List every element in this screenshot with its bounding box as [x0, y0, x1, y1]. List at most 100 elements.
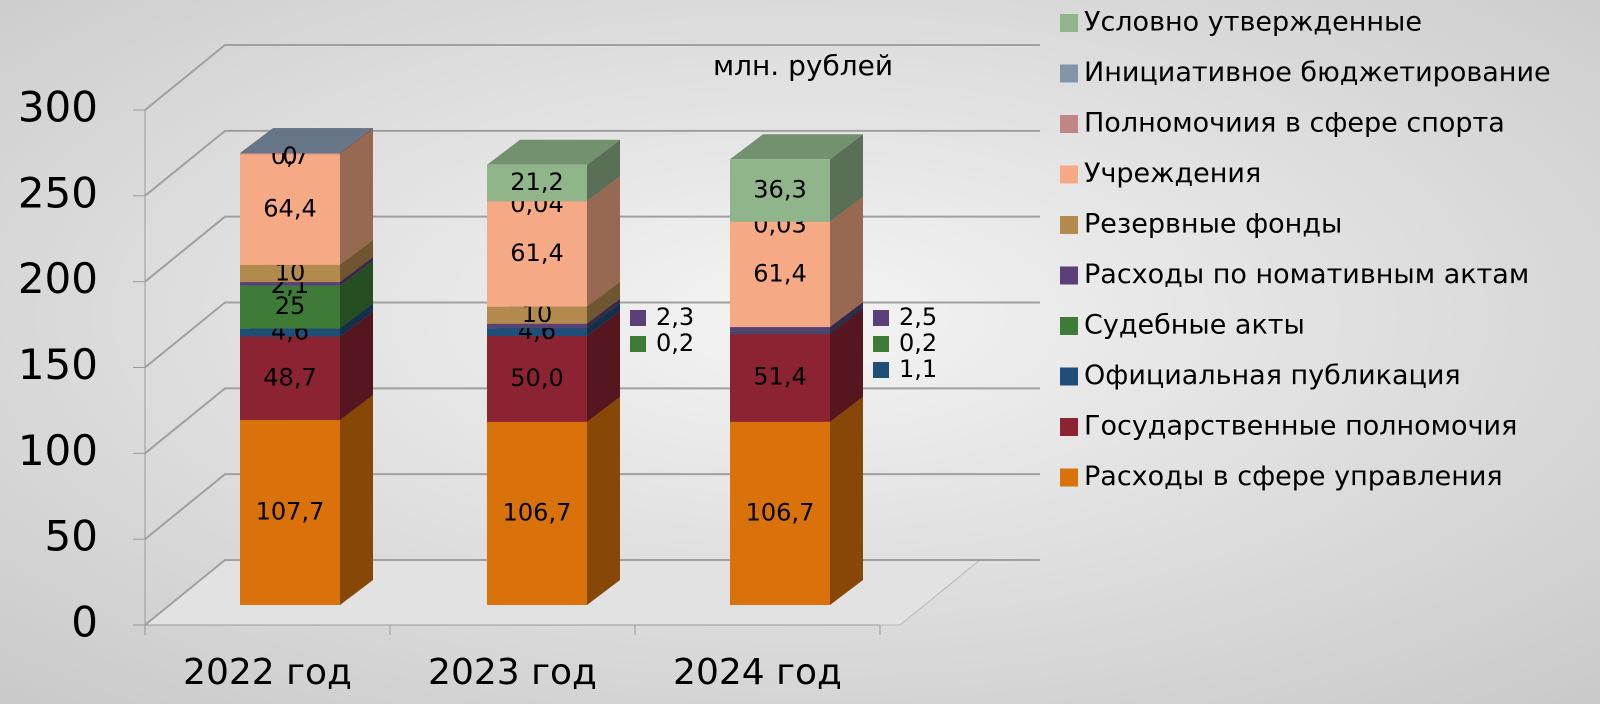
bar-segment	[240, 282, 340, 286]
bar-segment	[240, 328, 340, 337]
grid-line	[144, 44, 1040, 111]
legend-swatch	[1060, 14, 1078, 32]
legend-swatch	[1060, 266, 1078, 285]
bar-side	[587, 396, 620, 605]
bar-segment	[730, 421, 830, 605]
bar-segment	[730, 159, 830, 222]
legend-label: Учреждения	[1084, 158, 1261, 189]
legend-label: Официальная публикация	[1084, 360, 1461, 391]
data-label: 25	[275, 292, 306, 320]
bar-segment	[487, 323, 587, 328]
bar-side	[830, 302, 863, 332]
legend-label: Условно утвержденные	[1084, 7, 1422, 38]
data-label: 106,7	[503, 498, 572, 526]
data-label: 107,7	[256, 498, 325, 526]
bar-segment	[487, 328, 587, 336]
data-label: 106,7	[746, 498, 815, 526]
legend-label: Судебные акты	[1084, 310, 1305, 341]
legend-swatch	[1060, 317, 1078, 335]
legend-label: Расходы в сфере управления	[1084, 461, 1503, 492]
data-label-key	[873, 336, 889, 352]
bar-side	[587, 176, 620, 307]
bar-segment	[487, 421, 587, 605]
bar-side	[340, 260, 373, 329]
legend-swatch	[1060, 216, 1078, 234]
bar-side	[587, 176, 620, 202]
bar-side	[830, 396, 863, 605]
data-label-key	[630, 336, 646, 352]
data-label: 21,2	[510, 168, 563, 196]
bar-side	[587, 281, 620, 324]
legend-label: Полномочиия в сфере спорта	[1084, 108, 1505, 139]
bar-segment	[487, 306, 587, 324]
legend-label: Резервные фонды	[1084, 209, 1342, 240]
data-label: 0,2	[899, 329, 937, 357]
y-tick-label: 200	[18, 254, 98, 303]
bar-segment	[487, 335, 587, 422]
y-tick-label: 150	[18, 340, 98, 389]
unit-annotation: млн. рублей	[713, 49, 893, 82]
bar-side	[830, 306, 863, 332]
data-label: 61,4	[510, 239, 563, 267]
bar-segment	[240, 285, 340, 329]
bar-side	[587, 310, 620, 422]
bar-segment	[240, 264, 340, 283]
data-label: 0,2	[656, 329, 694, 357]
data-label-key	[873, 310, 889, 326]
bar-segment	[730, 327, 830, 332]
y-tick-label: 250	[18, 168, 98, 217]
y-tick-label: 0	[71, 598, 98, 647]
bar-side	[830, 134, 863, 222]
bar-side	[340, 257, 373, 286]
data-label: 61,4	[753, 259, 806, 287]
bar-side	[587, 298, 620, 328]
legend-swatch	[1060, 367, 1078, 386]
legend-label: Расходы по номативным актам	[1084, 259, 1529, 290]
legend-swatch	[1060, 115, 1078, 133]
bar-side	[830, 196, 863, 222]
y-tick-label: 300	[18, 83, 98, 132]
bar-side	[830, 196, 863, 328]
bar-top	[730, 134, 863, 160]
bar-segment	[240, 153, 340, 155]
bar-segment	[730, 333, 830, 422]
bar-side	[587, 139, 620, 202]
bar-side	[830, 308, 863, 422]
data-label: 48,7	[263, 363, 316, 391]
legend-swatch	[1060, 165, 1078, 184]
bar-segment	[487, 164, 587, 202]
data-label: 51,4	[753, 363, 806, 391]
data-label-key	[630, 310, 646, 326]
legend-swatch	[1060, 64, 1078, 83]
data-label: 50,0	[510, 364, 563, 392]
bar-side	[340, 303, 373, 337]
data-label: 2,5	[899, 303, 937, 331]
grid-line	[144, 129, 1040, 197]
bar-top	[487, 139, 620, 165]
data-label: 36,3	[753, 175, 806, 203]
bar-top	[240, 128, 373, 154]
bar-segment	[487, 201, 587, 307]
bar-side	[340, 311, 373, 421]
bar-side	[587, 303, 620, 336]
bar-segment	[730, 221, 830, 328]
bar-segment	[730, 331, 830, 334]
data-label: 2,3	[656, 303, 694, 331]
bar-segment	[240, 420, 340, 605]
legend-swatch	[1060, 418, 1078, 436]
data-label: 0	[282, 142, 297, 170]
data-label: 64,4	[263, 195, 316, 223]
legend-label: Государственные полномочия	[1084, 411, 1517, 442]
bar-side	[340, 239, 373, 283]
bar-segment	[240, 336, 340, 421]
bar-side	[340, 395, 373, 605]
legend-label: Инициативное бюджетирование	[1084, 57, 1551, 88]
y-tick-label: 100	[18, 426, 98, 475]
data-label-key	[873, 362, 889, 378]
legend-swatch	[1060, 468, 1078, 487]
x-tick-label: 2022 год	[183, 652, 352, 693]
bar-side	[587, 302, 620, 329]
bar-segment	[240, 154, 340, 265]
bar-side	[340, 128, 373, 155]
